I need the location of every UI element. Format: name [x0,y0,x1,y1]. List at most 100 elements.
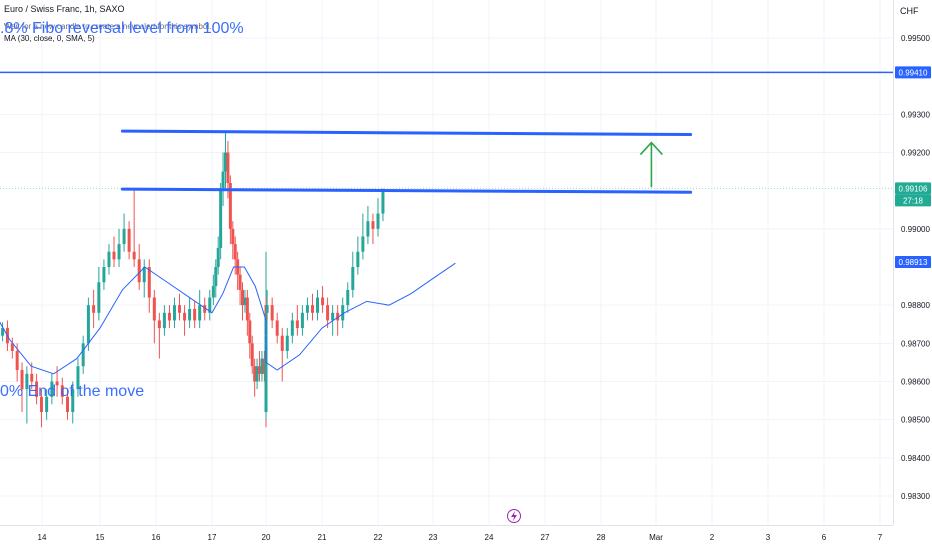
candle [366,205,370,245]
candle-body [233,244,237,260]
candle [245,289,249,336]
candle-body [127,228,131,252]
candle [321,286,325,313]
candle-body [203,305,207,313]
candle-body [346,289,350,306]
x-tick-label: 7 [878,533,883,542]
candle [178,293,182,321]
candle-body [316,297,320,313]
candle-body [270,305,274,321]
candle-body [295,320,299,329]
candle-body [262,358,266,374]
candle-body [381,190,385,214]
y-tick-label: 0.98600 [901,378,930,387]
candle [198,289,202,329]
candle [270,297,274,329]
candle-body [86,305,90,344]
ma-line [0,262,456,375]
candle-body [231,228,235,245]
x-tick-label: 22 [374,533,383,542]
y-tick-label: 0.98400 [901,454,930,463]
candle [86,297,90,351]
candle [203,297,207,321]
candle-body [20,370,24,390]
candle [295,305,299,336]
x-tick-label: 27 [541,533,550,542]
candle [102,259,106,290]
candle [255,358,259,390]
candle-body [81,343,85,367]
candle [20,362,24,413]
candle-body [366,221,370,237]
candle [216,236,220,275]
candle [290,312,294,344]
candle [316,289,320,321]
candle [280,328,284,382]
candle [152,289,156,344]
candle-body [255,366,259,382]
x-tick-label: 14 [38,533,47,542]
y-tick-label: 0.98500 [901,416,930,425]
candle [250,335,254,374]
candle-body [102,267,106,283]
candle [265,289,269,321]
candle [336,305,340,336]
y-tick-label: 0.98300 [901,492,930,501]
candle [81,335,85,374]
candle-body [107,251,111,267]
candle-body [321,297,325,306]
y-tick-label: 0.98800 [901,301,930,310]
candle-body [39,396,43,413]
candle-body [361,236,365,252]
candle [262,350,266,382]
candle-body [305,305,309,313]
candle-body [193,308,197,321]
candle-body [285,335,289,351]
candle [219,183,223,260]
currency-label: CHF [900,6,919,16]
candle [193,301,197,329]
candle-body [1,328,5,336]
candle [50,373,54,405]
candle [228,175,232,245]
candle-body [112,251,116,260]
candle [258,350,262,382]
candle [253,358,257,397]
candle-body [226,152,230,184]
candle-body [157,320,161,329]
y-tick-label: 0.99300 [901,110,930,119]
candle [132,189,136,267]
candle [356,236,360,275]
candle-body [253,366,257,382]
candle [341,297,345,329]
candle [241,282,245,321]
candle-body [260,358,264,374]
candle [39,389,43,428]
candle-body [224,152,227,172]
x-tick-label: 17 [208,533,217,542]
y-tick-label: 0.98700 [901,339,930,348]
grid [0,0,894,526]
candle-body [30,373,34,382]
candle-body [351,267,355,290]
candle-body [264,381,268,413]
candle-body [310,305,314,313]
candle-body [188,308,192,321]
candle-body [280,335,284,351]
candle-body [326,305,330,321]
candle [211,274,215,306]
x-tick-label: 2 [710,533,715,542]
candle-body [45,396,49,413]
candle [248,312,252,359]
candle [376,198,380,237]
candle-body [50,381,54,397]
candle-body [198,305,202,321]
candle-body [172,305,176,321]
candle [122,213,126,252]
resistance-price-label-text: 0.99410 [899,68,928,77]
candle [221,152,225,206]
symbol-title: Euro / Swiss Franc, 1h, SAXO [4,4,125,14]
candle-body [290,320,294,336]
ma-legend[interactable]: MA (30, close, 0, SMA, 5) [4,34,95,43]
